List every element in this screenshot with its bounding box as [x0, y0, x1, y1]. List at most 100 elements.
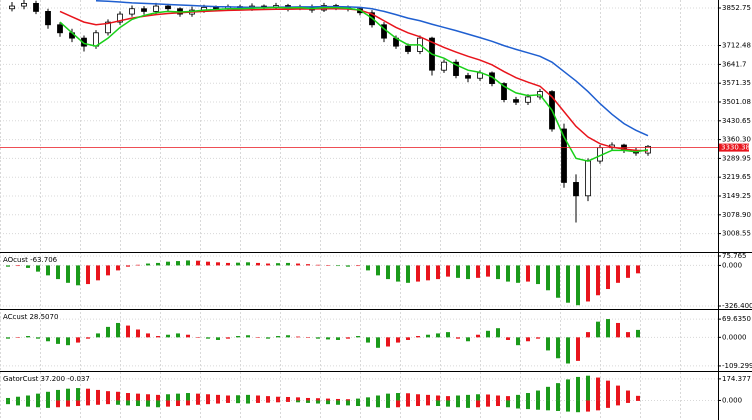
- histogram-bar: [396, 393, 400, 401]
- histogram-bar: [206, 394, 210, 401]
- histogram-bar: [306, 337, 310, 338]
- histogram-bar: [546, 400, 550, 411]
- histogram-bar: [196, 260, 200, 266]
- candle-body: [117, 13, 123, 23]
- histogram-bar: [366, 397, 370, 401]
- histogram-bar: [546, 265, 550, 291]
- histogram-bar: [146, 263, 150, 266]
- histogram-bar: [226, 400, 230, 403]
- histogram-bar: [486, 400, 490, 407]
- histogram-bar: [436, 333, 440, 338]
- histogram-bar: [86, 337, 90, 339]
- histogram-bar: [266, 337, 270, 339]
- histogram-bar: [216, 337, 220, 340]
- y-tick-label: 3360.30: [722, 136, 751, 144]
- histogram-bar: [316, 264, 320, 266]
- histogram-bar: [56, 337, 60, 344]
- histogram-bar: [506, 265, 510, 282]
- histogram-bar: [356, 336, 360, 338]
- histogram-bar: [316, 400, 320, 404]
- histogram-bar: [146, 333, 150, 338]
- histogram-bar: [66, 337, 70, 346]
- histogram-bar: [46, 265, 50, 276]
- histogram-bar: [16, 400, 20, 406]
- histogram-bar: [156, 336, 160, 338]
- histogram-bar: [286, 262, 290, 266]
- histogram-bar: [196, 400, 200, 405]
- y-tick-label: 3571.35: [722, 79, 751, 87]
- histogram-bar: [356, 400, 360, 407]
- histogram-bar: [226, 337, 230, 339]
- histogram-bar: [586, 375, 590, 401]
- histogram-bar: [436, 400, 440, 407]
- histogram-bar: [466, 394, 470, 401]
- candle-body: [21, 2, 27, 7]
- histogram-bar: [166, 334, 170, 338]
- current-price-label: 3330.38: [721, 144, 750, 152]
- histogram-bar: [296, 263, 300, 266]
- y-tick-label: 0.000: [722, 396, 742, 404]
- y-tick-label: -109.2995: [722, 362, 752, 370]
- histogram-bar: [516, 265, 520, 283]
- histogram-bar: [606, 400, 610, 408]
- histogram-bar: [356, 265, 360, 267]
- histogram-bar: [386, 400, 390, 408]
- histogram-bar: [106, 265, 110, 276]
- candle-body: [465, 75, 471, 79]
- indicator-label: ACcust 28.5070: [3, 313, 58, 321]
- y-tick-label: 3501.08: [722, 98, 751, 106]
- candle-body: [441, 61, 447, 71]
- histogram-bar: [136, 264, 140, 266]
- histogram-bar: [466, 337, 470, 342]
- histogram-bar: [156, 262, 160, 266]
- histogram-bar: [406, 337, 410, 340]
- histogram-bar: [576, 376, 580, 401]
- histogram-bar: [456, 265, 460, 278]
- histogram-bar: [36, 265, 40, 272]
- histogram-bar: [616, 322, 620, 338]
- histogram-bar: [636, 329, 640, 338]
- histogram-bar: [86, 265, 90, 285]
- histogram-bar: [606, 380, 610, 401]
- moving-average-line: [95, 0, 649, 137]
- histogram-bar: [76, 388, 80, 401]
- histogram-bar: [416, 394, 420, 401]
- candle-body: [585, 160, 591, 197]
- histogram-bar: [6, 265, 10, 267]
- y-tick-label: 3430.65: [722, 117, 751, 125]
- histogram-bar: [76, 337, 80, 343]
- histogram-bar: [246, 400, 250, 404]
- histogram-bar: [386, 393, 390, 401]
- histogram-bar: [256, 395, 260, 401]
- y-tick-label: 3712.48: [722, 41, 751, 49]
- candle-body: [405, 45, 411, 52]
- histogram-bar: [496, 400, 500, 407]
- histogram-bar: [96, 333, 100, 338]
- histogram-bar: [266, 396, 270, 401]
- histogram-bar: [216, 394, 220, 401]
- histogram-bar: [96, 265, 100, 281]
- histogram-bar: [256, 400, 260, 403]
- histogram-bar: [176, 261, 180, 266]
- candle-body: [33, 2, 39, 12]
- histogram-bar: [456, 400, 460, 408]
- histogram-bar: [166, 394, 170, 401]
- histogram-bar: [546, 386, 550, 401]
- histogram-bar: [436, 395, 440, 401]
- histogram-bar: [616, 400, 620, 406]
- histogram-bar: [446, 265, 450, 277]
- histogram-bar: [226, 262, 230, 266]
- histogram-bar: [66, 388, 70, 401]
- histogram-bar: [226, 395, 230, 401]
- y-tick-label: 69.6350: [722, 315, 751, 323]
- histogram-bar: [516, 337, 520, 346]
- candle-body: [513, 99, 519, 103]
- histogram-bar: [566, 337, 570, 364]
- histogram-bar: [626, 332, 630, 338]
- histogram-bar: [216, 262, 220, 266]
- histogram-bar: [146, 394, 150, 401]
- histogram-bar: [396, 265, 400, 282]
- histogram-bar: [446, 332, 450, 338]
- histogram-bar: [396, 337, 400, 343]
- histogram-bar: [496, 328, 500, 338]
